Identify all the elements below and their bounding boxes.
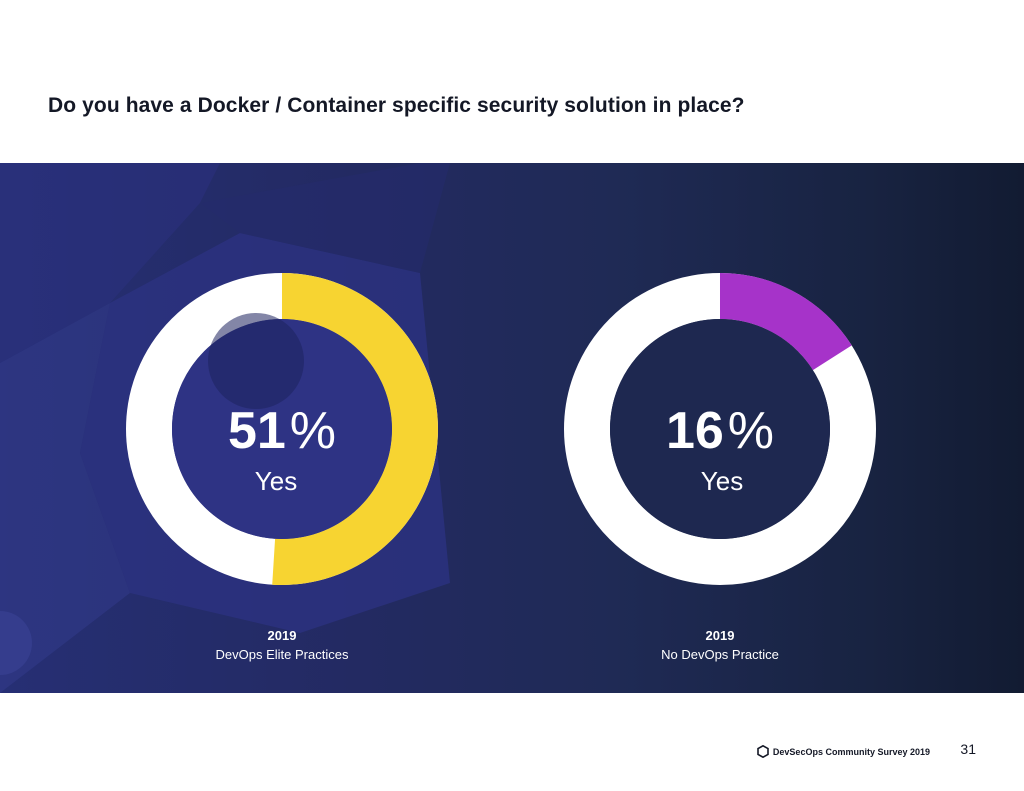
deco-shape-ridge: [200, 163, 450, 273]
donut-slice-yes: [272, 273, 438, 585]
center-label: Yes: [701, 466, 743, 496]
caption-elite: 2019 DevOps Elite Practices: [122, 628, 442, 662]
donut-slice-yes: [719, 273, 852, 371]
page-number: 31: [960, 741, 976, 757]
center-unit: %: [290, 402, 336, 460]
caption-year: 2019: [705, 628, 735, 643]
hexagon-icon: [757, 745, 769, 758]
center-value-text: 51%: [228, 402, 336, 460]
deco-shape-left: [0, 303, 130, 693]
center-unit: %: [728, 402, 774, 460]
caption-group: No DevOps Practice: [661, 647, 779, 662]
footer: DevSecOps Community Survey 2019: [757, 745, 930, 758]
caption-group: DevOps Elite Practices: [215, 647, 349, 662]
donut-chart-elite: 51% Yes: [126, 273, 438, 585]
deco-circle: [0, 611, 32, 675]
page-title: Do you have a Docker / Container specifi…: [48, 94, 745, 117]
center-label: Yes: [255, 466, 297, 496]
center-value-text: 16%: [666, 402, 774, 460]
chart-panel: 51% Yes 16% Yes 2019 DevOps Elite Practi…: [0, 163, 1024, 693]
deco-shape-top: [0, 163, 220, 363]
donut-hole-shadow: [208, 313, 304, 409]
center-value: 16: [666, 402, 724, 460]
donut-chart-no-devops: 16% Yes: [564, 273, 876, 585]
donut-hole: [610, 319, 830, 539]
footer-text: DevSecOps Community Survey 2019: [772, 746, 930, 757]
caption-no-devops: 2019 No DevOps Practice: [560, 628, 880, 662]
center-value: 51: [228, 402, 286, 460]
caption-year: 2019: [267, 628, 297, 643]
